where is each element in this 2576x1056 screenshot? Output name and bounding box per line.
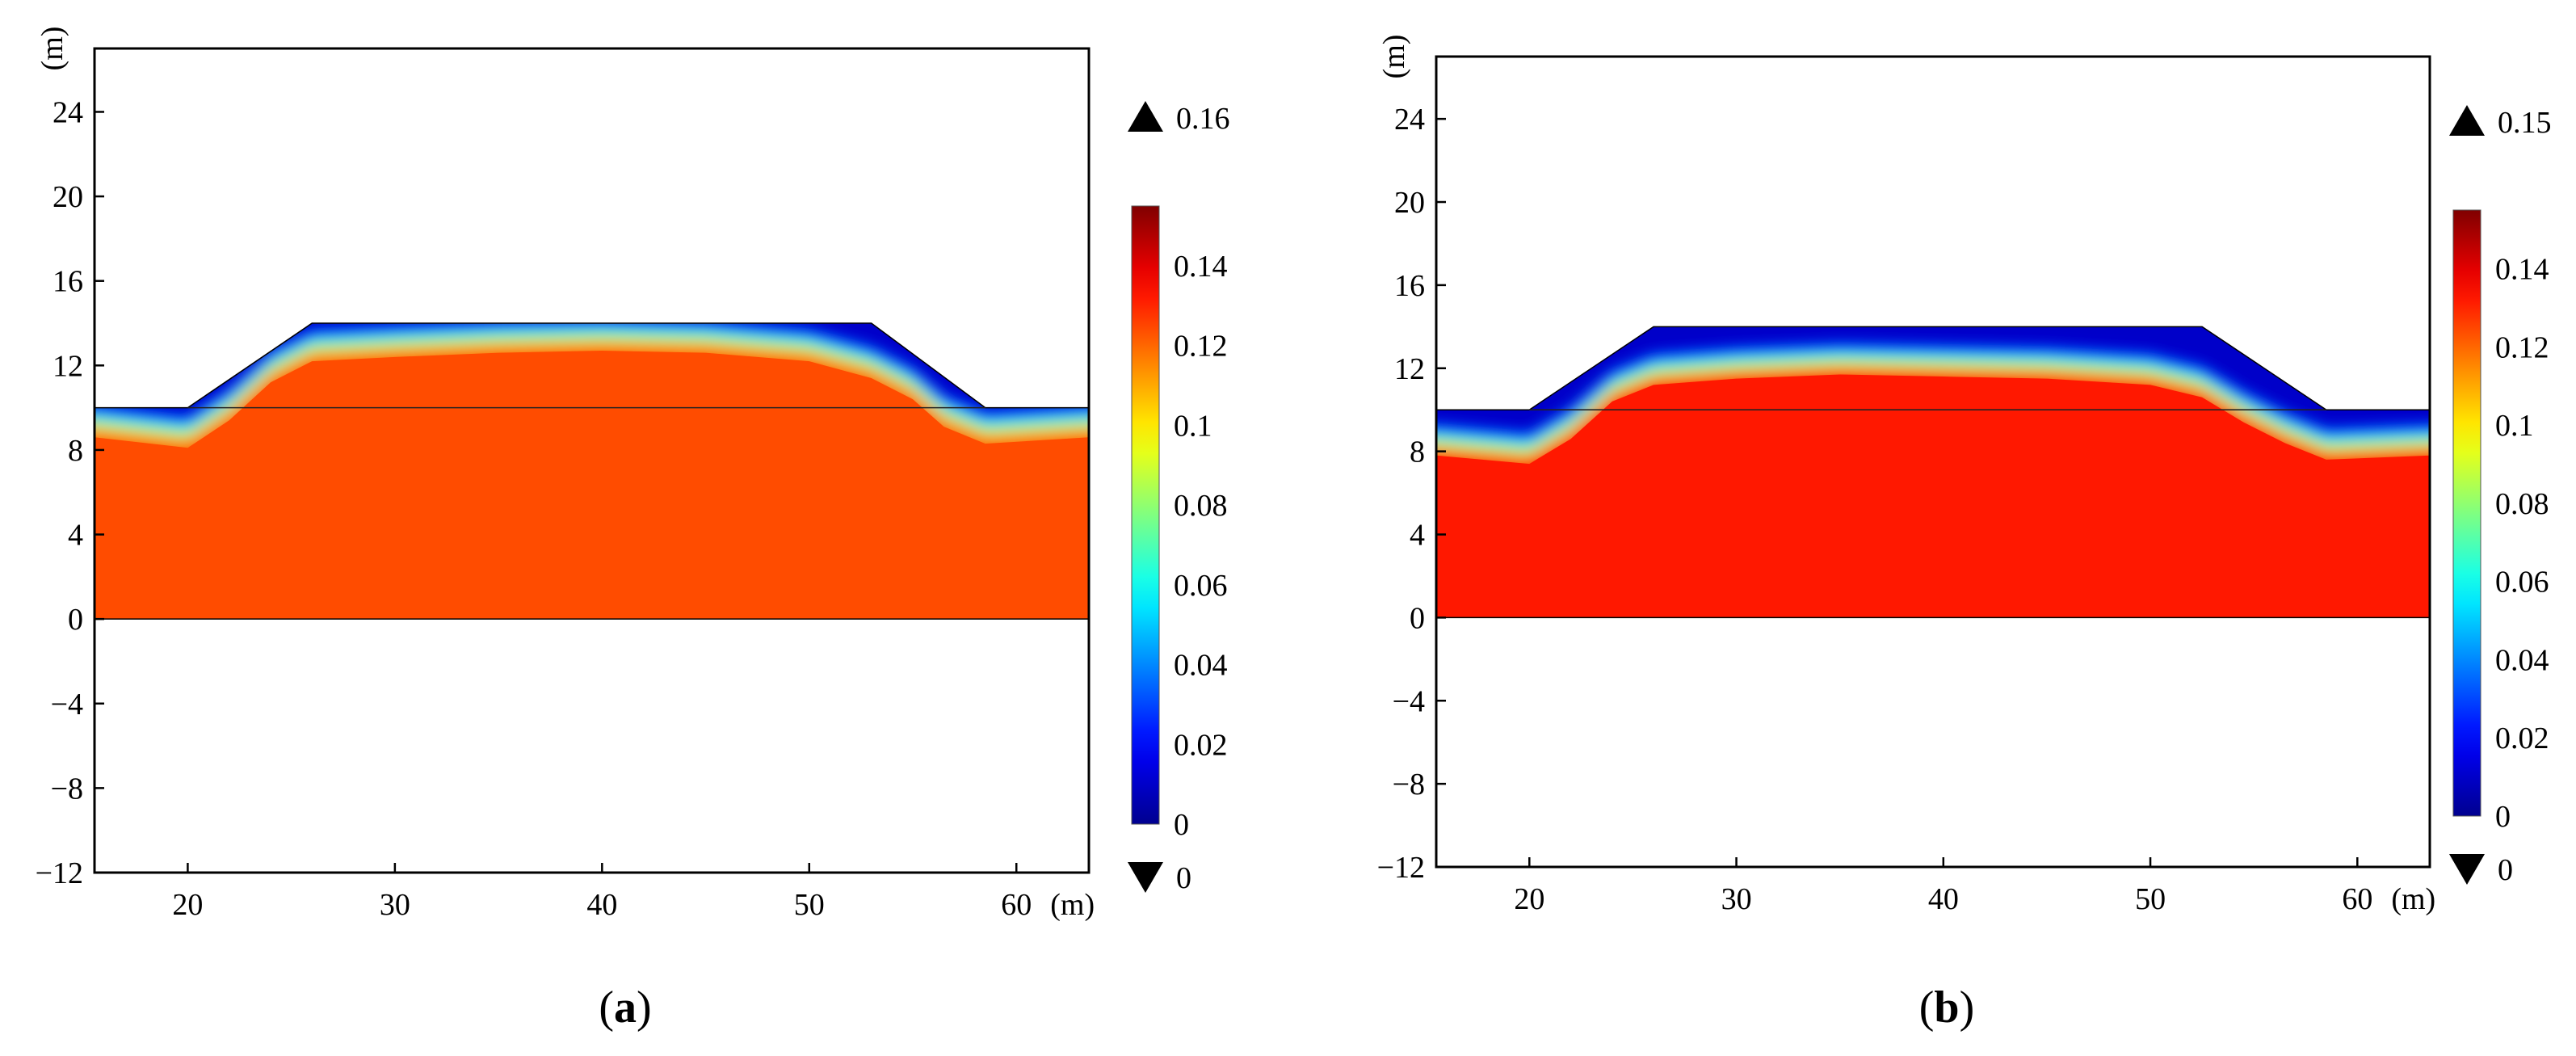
- min-triangle-icon: [2449, 854, 2485, 885]
- y-tick-label: 0: [68, 603, 83, 637]
- colorbar-tick-label: 0.1: [1174, 409, 1212, 443]
- colorbar-tick-label: 0.04: [1174, 649, 1228, 683]
- plot-frame: [93, 47, 1090, 874]
- y-tick-label: −8: [1393, 768, 1425, 801]
- panel-label: (b): [1919, 982, 1974, 1033]
- max-triangle-icon: [2449, 105, 2485, 136]
- colorbar-tick-label: 0.06: [2495, 566, 2549, 600]
- x-tick-label: 40: [586, 888, 617, 922]
- moisture-field: [95, 323, 1089, 620]
- panel-label-close-paren: ): [637, 982, 652, 1033]
- panel-label: (a): [599, 982, 651, 1033]
- x-tick-label: 20: [172, 888, 203, 922]
- y-tick-label: −4: [51, 688, 83, 722]
- colorbar-min-label: 0: [2498, 853, 2513, 887]
- panel-label-letter: b: [1934, 982, 1959, 1033]
- y-tick-label: −12: [36, 856, 83, 890]
- colorbar-tick-label: 0.14: [2495, 253, 2549, 287]
- y-tick-label: 4: [1410, 519, 1425, 553]
- colorbar-min-label: 0: [1176, 861, 1191, 895]
- colorbar-tick-label: 0.02: [2495, 722, 2549, 755]
- colorbar-tick-label: 0.14: [1174, 250, 1228, 284]
- x-tick-label: 50: [2135, 882, 2166, 916]
- y-tick-label: 16: [53, 265, 83, 299]
- moisture-field: [1436, 326, 2430, 618]
- x-tick-label: 60: [2342, 882, 2372, 916]
- y-tick-label: 24: [1394, 103, 1425, 137]
- x-axis-unit: (m): [1050, 888, 1095, 922]
- y-tick-label: −4: [1393, 684, 1425, 718]
- y-tick-label: 4: [68, 519, 83, 553]
- x-tick-label: 40: [1928, 882, 1959, 916]
- colorbar-tick-label: 0: [2495, 800, 2511, 834]
- y-tick-label: 20: [1394, 186, 1425, 220]
- y-tick-label: −12: [1377, 851, 1425, 885]
- y-axis-unit: (m): [1377, 35, 1411, 79]
- colorbar-tick-label: 0.12: [2495, 330, 2549, 364]
- colorbar-tick-label: 0.08: [1174, 489, 1228, 523]
- x-tick-label: 30: [1721, 882, 1752, 916]
- colorbar-tick-label: 0.08: [2495, 487, 2549, 521]
- panel-label-close-paren: ): [1960, 982, 1975, 1033]
- y-tick-label: 8: [1410, 435, 1425, 469]
- x-axis-unit: (m): [2391, 882, 2435, 916]
- y-tick-label: 24: [53, 95, 83, 129]
- x-tick-label: 20: [1514, 882, 1544, 916]
- x-tick-label: 50: [794, 888, 825, 922]
- panel-label-open-paren: (: [1919, 982, 1935, 1033]
- y-tick-label: −8: [51, 772, 83, 806]
- y-tick-label: 12: [1394, 352, 1425, 386]
- x-tick-label: 30: [380, 888, 410, 922]
- y-tick-label: 16: [1394, 269, 1425, 303]
- colorbar-max-label: 0.16: [1176, 102, 1230, 136]
- colorbar-tick-label: 0: [1174, 808, 1189, 842]
- max-triangle-icon: [1128, 101, 1163, 132]
- plot-frame: [1435, 55, 2431, 869]
- colorbar-tick-label: 0.02: [1174, 728, 1228, 762]
- colorbar: [2452, 209, 2481, 817]
- colorbar: [1131, 205, 1160, 825]
- colorbar-tick-label: 0.06: [1174, 569, 1228, 603]
- y-tick-label: 8: [68, 434, 83, 468]
- min-triangle-icon: [1128, 862, 1163, 893]
- y-tick-label: 20: [53, 180, 83, 214]
- panel-label-open-paren: (: [599, 982, 614, 1033]
- x-tick-label: 60: [1001, 888, 1032, 922]
- y-axis-unit: (m): [36, 27, 69, 71]
- y-tick-label: 0: [1410, 601, 1425, 635]
- colorbar-max-label: 0.15: [2498, 106, 2552, 140]
- colorbar-tick-label: 0.04: [2495, 643, 2549, 677]
- colorbar-tick-label: 0.1: [2495, 409, 2534, 443]
- saturated-zone: [1436, 374, 2430, 618]
- panel-label-letter: a: [614, 982, 637, 1033]
- saturated-zone: [95, 351, 1089, 620]
- colorbar-tick-label: 0.12: [1174, 330, 1228, 364]
- y-tick-label: 12: [53, 349, 83, 383]
